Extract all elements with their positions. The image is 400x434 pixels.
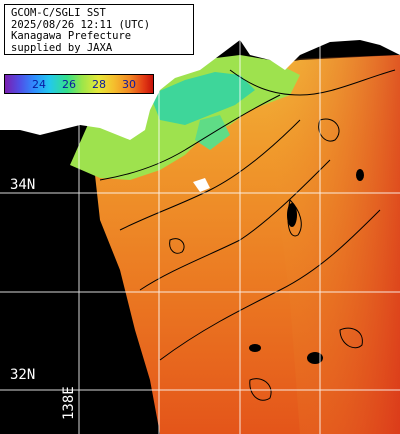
scale-tick-26: 26 — [62, 78, 76, 91]
scale-tick-28: 28 — [92, 78, 106, 91]
info-box: GCOM-C/SGLI SST 2025/08/26 12:11 (UTC) K… — [4, 4, 194, 55]
sea-cool-bay — [195, 115, 230, 150]
sea-cooler-core — [150, 72, 255, 125]
info-supplier: supplied by JAXA — [11, 41, 113, 54]
color-scale-bar: 24 26 28 30 — [4, 74, 154, 94]
sea-east-warm — [260, 55, 400, 434]
scale-tick-30: 30 — [122, 78, 136, 91]
lon-label-138e: 138E — [61, 386, 77, 420]
info-product: GCOM-C/SGLI SST — [11, 7, 106, 19]
info-region: Kanagawa Prefecture — [11, 30, 132, 42]
info-timestamp: 2025/08/26 12:11 (UTC) — [11, 18, 151, 31]
scale-tick-24: 24 — [32, 78, 46, 91]
nodata-patches — [249, 169, 364, 364]
land-izu-oshima — [193, 178, 210, 192]
lat-label-34n: 34N — [10, 177, 36, 193]
lat-label-32n: 32N — [10, 367, 36, 383]
